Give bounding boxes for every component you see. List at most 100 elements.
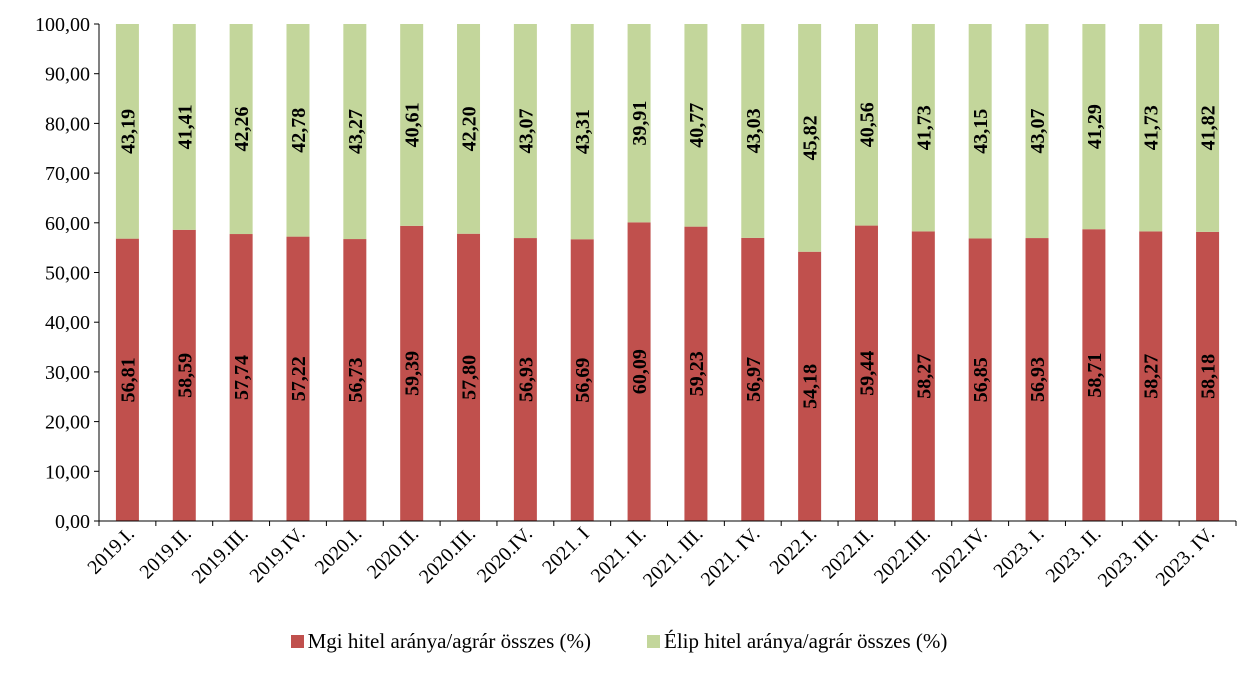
data-label: 43,07	[1027, 109, 1049, 154]
legend-item-mgi: Mgi hitel aránya/agrár összes (%)	[290, 628, 591, 654]
data-label: 56,97	[743, 357, 765, 402]
y-tick-label: 80,00	[45, 113, 90, 135]
data-label: 39,91	[629, 101, 651, 146]
legend-label-elip: Élip hitel aránya/agrár összes (%)	[664, 628, 948, 653]
x-tick-label: 2020.II.	[363, 523, 423, 583]
data-label: 43,07	[515, 109, 537, 154]
data-label: 59,23	[686, 351, 708, 396]
data-label: 58,59	[174, 353, 196, 398]
bar-elip	[513, 24, 537, 239]
bar-mgi	[343, 239, 367, 522]
legend-item-elip: Élip hitel aránya/agrár összes (%)	[647, 629, 947, 654]
bar-mgi	[513, 238, 537, 521]
y-tick-label: 60,00	[45, 213, 90, 235]
y-tick-label: 50,00	[45, 263, 90, 285]
bar-elip	[741, 24, 765, 238]
bar-elip	[229, 24, 253, 235]
bar-mgi	[968, 238, 992, 521]
data-label: 41,82	[1198, 105, 1220, 150]
data-label: 57,80	[459, 355, 481, 400]
legend: Mgi hitel aránya/agrár összes (%) Élip h…	[0, 626, 1238, 656]
data-label: 42,26	[231, 107, 253, 152]
x-tick-label: 2022.II.	[818, 523, 878, 583]
bar-elip	[172, 24, 196, 230]
data-label: 58,71	[1084, 353, 1106, 398]
bar-elip	[968, 24, 992, 239]
bar-mgi	[115, 238, 139, 521]
x-tick-label: 2019.I.	[83, 523, 139, 579]
x-tick-label: 2019.III.	[188, 523, 253, 588]
legend-swatch-elip	[647, 634, 660, 648]
bar-elip	[457, 24, 481, 234]
bar-elip	[1139, 24, 1163, 232]
legend-label-mgi: Mgi hitel aránya/agrár összes (%)	[307, 628, 591, 653]
bar-group: 56,81 43,19 58,59 41,41 57,74 42,26 57,22 42,78…	[115, 24, 1220, 522]
bar-mgi	[570, 239, 594, 521]
bar-mgi	[1196, 231, 1220, 521]
x-tick-label: 2021. IV.	[697, 523, 765, 591]
x-tick-label: 2022.III.	[870, 523, 935, 588]
x-tick-label: 2023. IV.	[1152, 523, 1220, 591]
data-label: 41,73	[1141, 105, 1163, 150]
bar-elip	[343, 24, 367, 240]
data-label: 58,27	[1141, 354, 1163, 399]
data-label: 43,15	[970, 109, 992, 154]
bar-mgi	[229, 234, 253, 521]
data-label: 43,03	[743, 108, 765, 153]
data-label: 56,81	[117, 357, 139, 402]
bar-mgi	[798, 251, 822, 522]
bar-elip	[684, 24, 708, 227]
data-label: 42,20	[459, 106, 481, 151]
data-label: 56,85	[970, 357, 992, 402]
data-label: 59,44	[856, 351, 878, 396]
x-tick-label: 2020.I.	[311, 523, 367, 579]
bar-elip	[1082, 24, 1106, 230]
y-tick-label: 100,00	[35, 14, 90, 36]
x-tick-label: 2022.I.	[766, 523, 822, 579]
y-tick-label: 20,00	[45, 412, 90, 434]
data-label: 56,93	[1027, 357, 1049, 402]
y-axis: 0,00 10,00 20,00 30,00 40,00 50,00 60,00 70,00 8…	[35, 14, 100, 533]
stacked-bar-chart: 56,81 43,19 58,59 41,41 57,74 42,26 57,22 42,78…	[35, 14, 1237, 592]
bar-elip	[1196, 24, 1220, 232]
data-label: 57,22	[288, 356, 310, 401]
data-label: 59,39	[402, 351, 424, 396]
bar-mgi	[286, 236, 310, 521]
bar-elip	[911, 24, 935, 232]
bar-elip	[115, 24, 139, 239]
bar-mgi	[627, 222, 651, 521]
x-tick-label: 2020.III.	[415, 523, 480, 588]
data-label: 60,09	[629, 349, 651, 394]
x-tick-label: 2021. III.	[639, 523, 708, 592]
x-tick-label: 2019.IV.	[246, 523, 310, 587]
y-tick-label: 10,00	[45, 461, 90, 483]
y-tick-label: 90,00	[45, 64, 90, 86]
data-label: 40,61	[402, 102, 424, 147]
bar-mgi	[1139, 231, 1163, 521]
y-tick-label: 40,00	[45, 312, 90, 334]
data-label: 43,31	[572, 109, 594, 154]
x-tick-label: 2021. I	[538, 523, 594, 579]
data-label: 41,41	[174, 104, 196, 149]
bar-mgi	[911, 231, 935, 521]
bar-mgi	[854, 225, 878, 521]
bar-mgi	[741, 237, 765, 522]
data-label: 56,73	[345, 358, 367, 403]
bar-mgi	[172, 229, 196, 521]
bar-elip	[854, 24, 878, 226]
x-tick-label: 2023. III.	[1094, 523, 1163, 592]
bar-elip	[627, 24, 651, 223]
bar-elip	[570, 24, 594, 240]
data-label: 58,27	[913, 354, 935, 399]
x-axis: 2019.I.2019.II.2019.III.2019.IV. 2020.I.2…	[83, 520, 1237, 592]
data-label: 57,74	[231, 355, 253, 400]
data-label: 54,18	[800, 364, 822, 409]
data-label: 45,82	[800, 115, 822, 160]
data-label: 40,77	[686, 103, 708, 148]
bar-mgi	[1025, 238, 1049, 521]
bar-mgi	[1082, 229, 1106, 521]
data-label: 41,73	[913, 105, 935, 150]
data-label: 41,29	[1084, 104, 1106, 149]
y-tick-label: 30,00	[45, 362, 90, 384]
data-label: 56,69	[572, 358, 594, 403]
